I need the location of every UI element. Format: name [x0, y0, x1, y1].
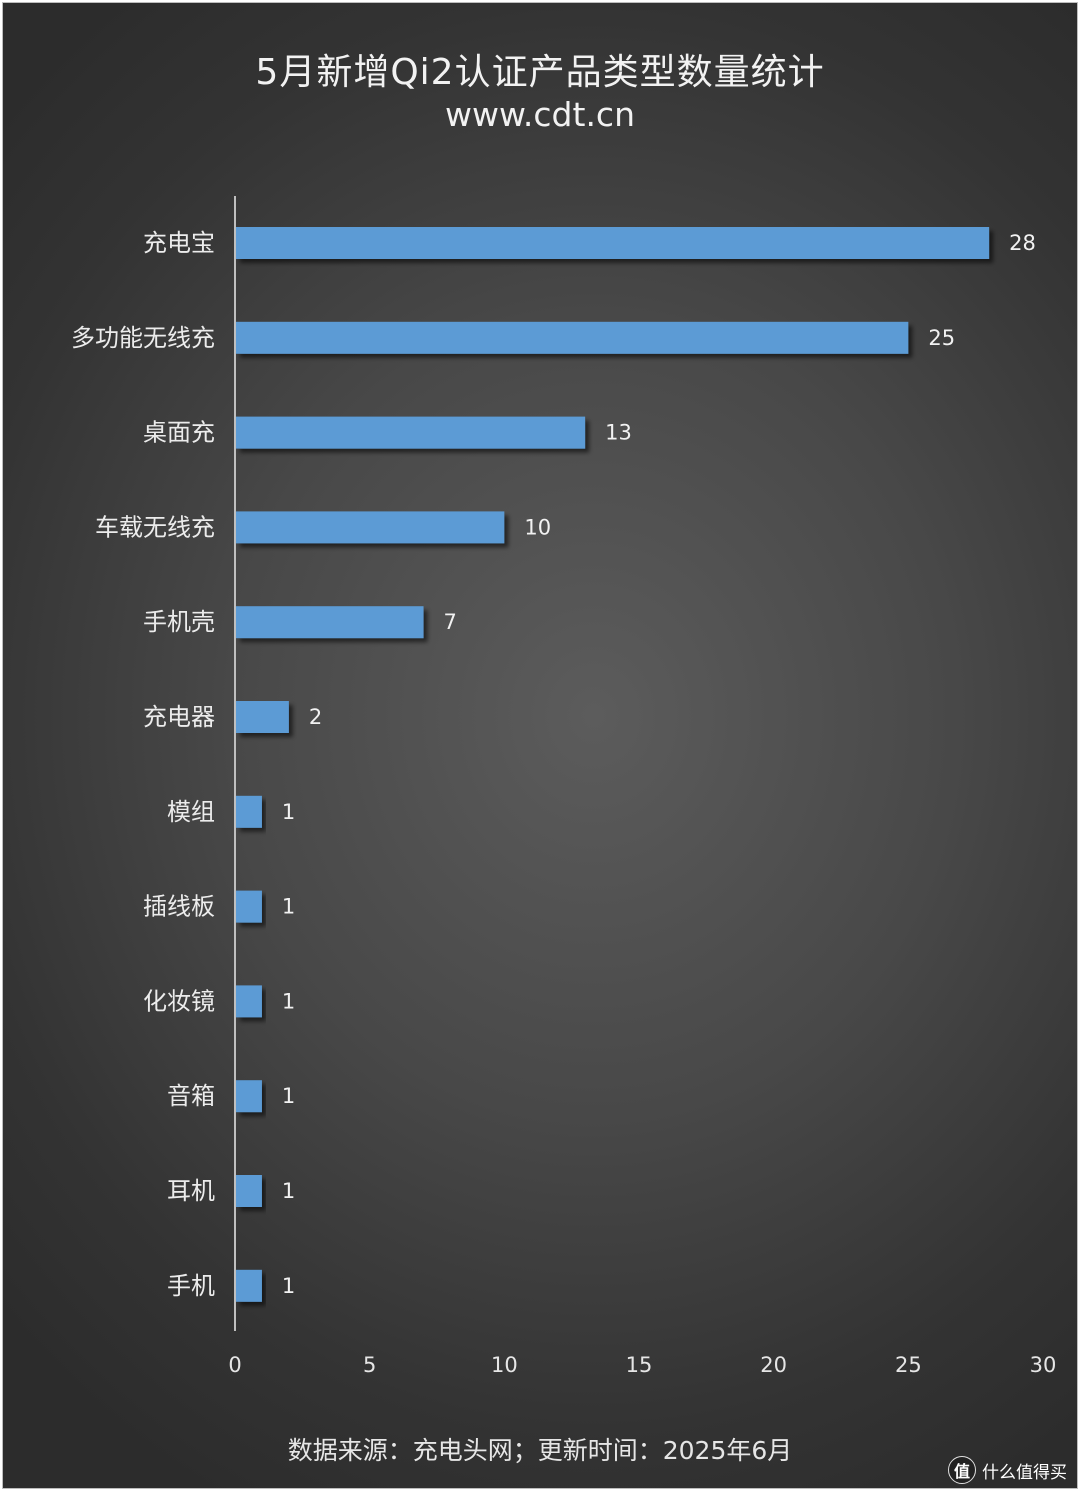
bar-5	[236, 606, 424, 639]
data-source-note: 数据来源：充电头网；更新时间：2025年6月	[287, 1436, 793, 1465]
data-label-2: 25	[928, 326, 955, 350]
data-label-6: 2	[309, 705, 322, 729]
bar-1	[236, 227, 990, 259]
data-label-4: 10	[524, 515, 551, 539]
x-tick-label-7: 30	[1030, 1353, 1057, 1377]
data-label-11: 1	[282, 1179, 295, 1203]
category-label-8: 插线板	[143, 893, 215, 921]
bar-6	[236, 701, 289, 733]
category-label-5: 手机壳	[143, 608, 215, 636]
category-label-9: 化妆镜	[143, 987, 215, 1015]
bar-8	[236, 890, 262, 923]
x-tick-label-6: 25	[895, 1353, 922, 1377]
bar-12	[236, 1269, 262, 1302]
data-label-3: 13	[605, 421, 632, 445]
category-label-11: 耳机	[167, 1177, 215, 1205]
bars-group	[236, 227, 990, 1302]
x-tick-label-1: 0	[228, 1353, 241, 1377]
watermark-logo-icon: 值	[948, 1456, 976, 1484]
category-label-6: 充电器	[143, 703, 215, 731]
bar-7	[236, 795, 262, 828]
x-tick-label-2: 5	[363, 1353, 376, 1377]
data-label-12: 1	[282, 1274, 295, 1298]
bar-4	[236, 511, 505, 544]
watermark-text: 什么值得买	[982, 1462, 1067, 1483]
data-label-1: 28	[1009, 231, 1036, 255]
bar-9	[236, 985, 262, 1018]
data-label-7: 1	[282, 800, 295, 824]
data-label-10: 1	[282, 1084, 295, 1108]
bar-11	[236, 1175, 262, 1207]
bar-2	[236, 321, 909, 354]
category-label-12: 手机	[167, 1272, 215, 1300]
category-label-2: 多功能无线充	[71, 324, 215, 352]
bar-10	[236, 1080, 262, 1113]
category-label-7: 模组	[167, 798, 215, 826]
data-label-8: 1	[282, 895, 295, 919]
x-tick-label-5: 20	[760, 1353, 787, 1377]
category-label-3: 桌面充	[143, 419, 215, 447]
chart-title: 5月新增Qi2认证产品类型数量统计	[255, 52, 825, 93]
x-tick-label-3: 10	[491, 1353, 518, 1377]
data-label-5: 7	[444, 610, 457, 634]
category-label-1: 充电宝	[143, 229, 215, 257]
category-label-10: 音箱	[167, 1082, 215, 1110]
x-tick-label-4: 15	[626, 1353, 653, 1377]
category-labels-group: 充电宝 28 多功能无线充 25 桌面充 13 车载无线充 10 手机壳 7 充电器 2 模组 1 插线板 1…	[71, 229, 1036, 1300]
data-label-9: 1	[282, 989, 295, 1013]
watermark: 值 什么值得买	[948, 1453, 1067, 1487]
x-tick-labels-group: 0 5 10 15 20 25 30	[228, 1353, 1056, 1377]
chart-subtitle: www.cdt.cn	[444, 95, 635, 134]
bar-3	[236, 416, 586, 449]
category-label-4: 车载无线充	[95, 513, 215, 541]
